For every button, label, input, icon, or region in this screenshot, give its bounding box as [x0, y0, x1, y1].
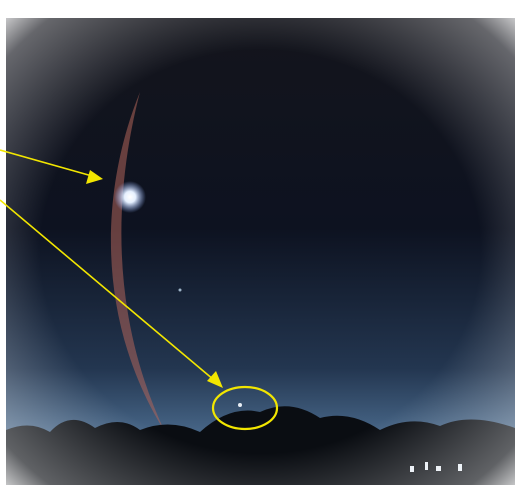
vignette	[6, 18, 515, 485]
photo-annotated	[0, 0, 515, 485]
